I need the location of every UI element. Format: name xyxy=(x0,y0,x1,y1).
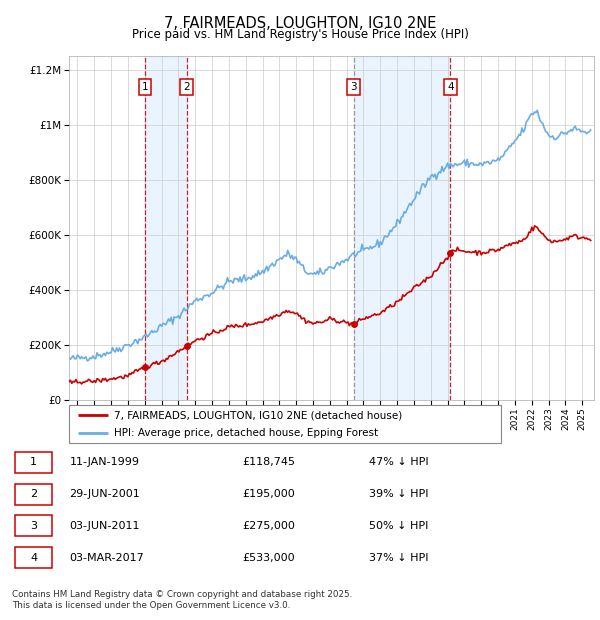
Text: £118,745: £118,745 xyxy=(242,458,295,467)
FancyBboxPatch shape xyxy=(15,547,52,568)
Text: 4: 4 xyxy=(30,552,37,562)
Text: 47% ↓ HPI: 47% ↓ HPI xyxy=(369,458,429,467)
Text: 4: 4 xyxy=(447,82,454,92)
Text: 03-MAR-2017: 03-MAR-2017 xyxy=(70,552,145,562)
Text: 7, FAIRMEADS, LOUGHTON, IG10 2NE: 7, FAIRMEADS, LOUGHTON, IG10 2NE xyxy=(164,16,436,30)
Bar xyxy=(145,56,187,400)
Text: 03-JUN-2011: 03-JUN-2011 xyxy=(70,521,140,531)
Text: Contains HM Land Registry data © Crown copyright and database right 2025.
This d: Contains HM Land Registry data © Crown c… xyxy=(12,590,352,609)
Text: 50% ↓ HPI: 50% ↓ HPI xyxy=(369,521,428,531)
Text: 3: 3 xyxy=(350,82,357,92)
Text: Price paid vs. HM Land Registry's House Price Index (HPI): Price paid vs. HM Land Registry's House … xyxy=(131,28,469,41)
Text: 3: 3 xyxy=(30,521,37,531)
Text: 2: 2 xyxy=(30,489,37,499)
Bar xyxy=(354,56,451,400)
FancyBboxPatch shape xyxy=(15,484,52,505)
Text: 37% ↓ HPI: 37% ↓ HPI xyxy=(369,552,428,562)
FancyBboxPatch shape xyxy=(15,515,52,536)
Text: 39% ↓ HPI: 39% ↓ HPI xyxy=(369,489,428,499)
Text: 2: 2 xyxy=(184,82,190,92)
Text: 7, FAIRMEADS, LOUGHTON, IG10 2NE (detached house): 7, FAIRMEADS, LOUGHTON, IG10 2NE (detach… xyxy=(115,410,403,420)
FancyBboxPatch shape xyxy=(15,452,52,473)
Text: 29-JUN-2001: 29-JUN-2001 xyxy=(70,489,140,499)
Text: 1: 1 xyxy=(30,458,37,467)
Text: £195,000: £195,000 xyxy=(242,489,295,499)
Text: 11-JAN-1999: 11-JAN-1999 xyxy=(70,458,140,467)
Text: HPI: Average price, detached house, Epping Forest: HPI: Average price, detached house, Eppi… xyxy=(115,428,379,438)
FancyBboxPatch shape xyxy=(69,405,501,443)
Text: 1: 1 xyxy=(142,82,149,92)
Text: £533,000: £533,000 xyxy=(242,552,295,562)
Text: £275,000: £275,000 xyxy=(242,521,295,531)
